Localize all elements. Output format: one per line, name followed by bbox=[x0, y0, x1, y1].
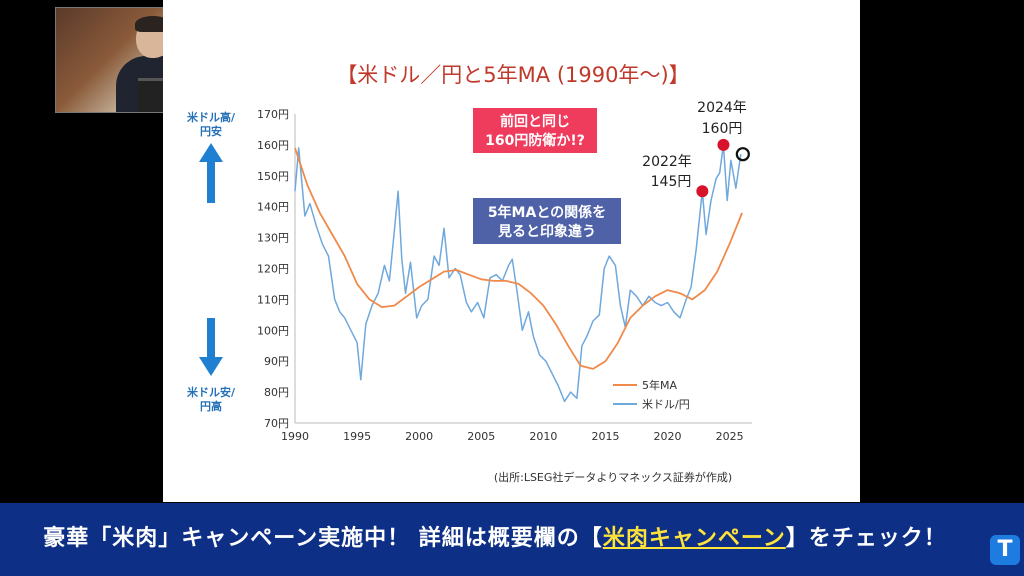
note-blue-box bbox=[473, 198, 621, 244]
y-tick-label: 170円 bbox=[257, 108, 289, 121]
note-red-line2: 160円防衛か!? bbox=[485, 132, 585, 149]
label-2022-price: 145円 bbox=[651, 174, 692, 190]
legend-label-ma: 5年MA bbox=[642, 378, 677, 392]
note-red-box bbox=[473, 108, 597, 153]
x-tick-label: 2000 bbox=[405, 430, 433, 443]
label-2024-price: 160円 bbox=[702, 121, 743, 137]
caption-banner bbox=[0, 503, 1024, 576]
note-blue-line1: 5年MAとの関係を bbox=[488, 204, 606, 221]
label-2024-year: 2024年 bbox=[697, 100, 747, 116]
x-tick-label: 1990 bbox=[281, 430, 309, 443]
highlight-point bbox=[696, 185, 709, 198]
current-point-circle bbox=[735, 147, 750, 162]
note-red-line1: 前回と同じ bbox=[500, 113, 570, 130]
y-tick-label: 140円 bbox=[257, 201, 289, 214]
highlight-point bbox=[717, 138, 730, 151]
y-tick-label: 160円 bbox=[257, 139, 289, 152]
label-2022-year: 2022年 bbox=[642, 154, 692, 170]
chart-title: 【米ドル／円と5年MA (1990年～)】 bbox=[336, 63, 689, 87]
caption-part-1: 豪華「米肉」キャンペーン実施中！ 詳細は概要欄の【 bbox=[43, 526, 603, 551]
x-tick-label: 2020 bbox=[654, 430, 682, 443]
x-axis: 1990 1995 2000 2005 2010 2015 2020 2025 bbox=[281, 430, 744, 443]
series-lines bbox=[294, 144, 743, 403]
arrow-down-icon bbox=[199, 318, 223, 376]
series-line-ma bbox=[294, 147, 743, 370]
y-tick-label: 120円 bbox=[257, 263, 289, 276]
caption-text: 豪華「米肉」キャンペーン実施中！ 詳細は概要欄の【米肉キャンペーン】をチェック！ bbox=[0, 520, 990, 552]
y-tick-label: 150円 bbox=[257, 170, 289, 183]
series-line-usdjpy bbox=[294, 144, 742, 403]
slide: 【米ドル／円と5年MA (1990年～)】 70円 80円 90円 100円 110円 1… bbox=[163, 0, 860, 502]
y-tick-label: 130円 bbox=[257, 232, 289, 245]
y-tick-label: 70円 bbox=[264, 417, 289, 430]
usd-jpy-chart: 【米ドル／円と5年MA (1990年～)】 70円 80円 90円 100円 110円 1… bbox=[186, 63, 752, 484]
source-note: (出所:LSEG社データよりマネックス証券が作成) bbox=[494, 470, 732, 484]
legend: 5年MA 米ドル/円 bbox=[613, 378, 690, 411]
left-label-top-line2: 円安 bbox=[200, 124, 222, 138]
channel-logo-icon: T bbox=[990, 535, 1020, 565]
x-tick-label: 2010 bbox=[529, 430, 557, 443]
left-label-top-line1: 米ドル高/ bbox=[186, 110, 236, 124]
y-axis: 70円 80円 90円 100円 110円 120円 130円 140円 150円 160円 170… bbox=[257, 108, 289, 430]
x-tick-label: 2015 bbox=[591, 430, 619, 443]
y-tick-label: 110円 bbox=[257, 293, 289, 306]
x-tick-label: 1995 bbox=[343, 430, 371, 443]
arrow-up-icon bbox=[199, 143, 223, 203]
note-blue-line2: 見ると印象違う bbox=[497, 223, 596, 240]
x-tick-label: 2025 bbox=[716, 430, 744, 443]
y-tick-label: 90円 bbox=[264, 355, 289, 368]
left-label-bottom-line1: 米ドル安/ bbox=[186, 385, 236, 399]
y-tick-label: 80円 bbox=[264, 386, 289, 399]
markers bbox=[696, 138, 750, 198]
left-label-bottom-line2: 円高 bbox=[200, 399, 222, 413]
x-tick-label: 2005 bbox=[467, 430, 495, 443]
y-tick-label: 100円 bbox=[257, 324, 289, 337]
caption-highlight: 米肉キャンペーン bbox=[602, 526, 786, 551]
legend-label-usdjpy: 米ドル/円 bbox=[642, 398, 690, 411]
caption-part-3: 】をチェック！ bbox=[785, 526, 947, 551]
